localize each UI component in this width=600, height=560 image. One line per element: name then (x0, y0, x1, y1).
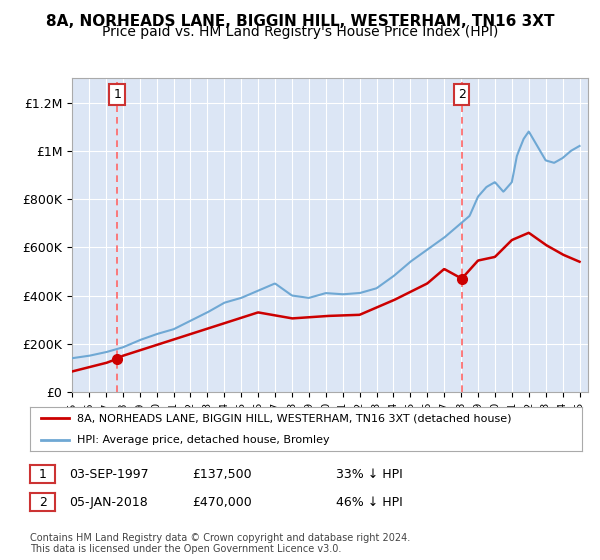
Text: £470,000: £470,000 (192, 496, 252, 510)
Text: 1: 1 (113, 88, 121, 101)
Text: 1: 1 (38, 468, 47, 481)
Text: HPI: Average price, detached house, Bromley: HPI: Average price, detached house, Brom… (77, 435, 329, 445)
Text: 8A, NORHEADS LANE, BIGGIN HILL, WESTERHAM, TN16 3XT: 8A, NORHEADS LANE, BIGGIN HILL, WESTERHA… (46, 14, 554, 29)
Text: Contains HM Land Registry data © Crown copyright and database right 2024.
This d: Contains HM Land Registry data © Crown c… (30, 533, 410, 554)
Text: Price paid vs. HM Land Registry's House Price Index (HPI): Price paid vs. HM Land Registry's House … (102, 25, 498, 39)
Text: 8A, NORHEADS LANE, BIGGIN HILL, WESTERHAM, TN16 3XT (detached house): 8A, NORHEADS LANE, BIGGIN HILL, WESTERHA… (77, 413, 511, 423)
Text: 46% ↓ HPI: 46% ↓ HPI (336, 496, 403, 510)
Text: £137,500: £137,500 (192, 468, 251, 482)
Text: 2: 2 (458, 88, 466, 101)
Text: 05-JAN-2018: 05-JAN-2018 (69, 496, 148, 510)
Text: 33% ↓ HPI: 33% ↓ HPI (336, 468, 403, 482)
Text: 2: 2 (38, 496, 47, 509)
Text: 03-SEP-1997: 03-SEP-1997 (69, 468, 149, 482)
